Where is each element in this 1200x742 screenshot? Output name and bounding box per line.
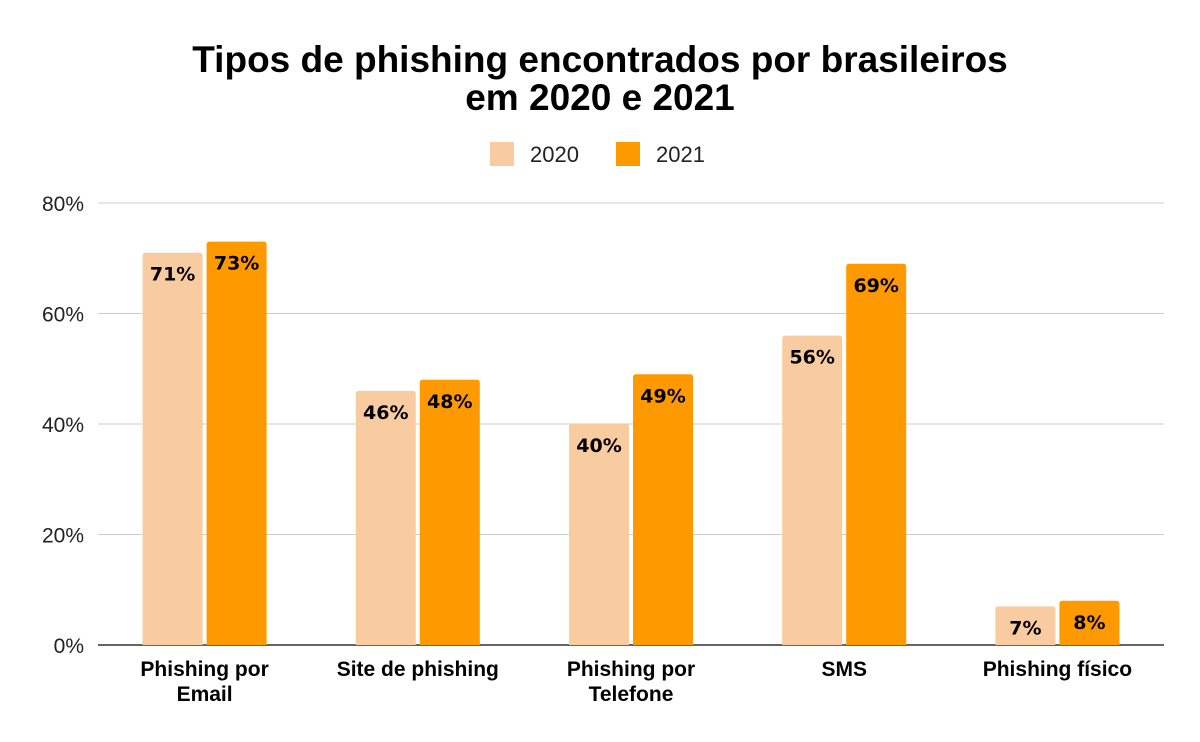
y-tick-label-60: 60%	[42, 304, 84, 327]
chart-title: Tipos de phishing encontrados por brasil…	[192, 39, 1008, 118]
gridlines	[98, 202, 1164, 646]
y-tick-label-20: 20%	[42, 525, 84, 548]
data-label-2021-3: 69%	[853, 275, 898, 297]
x-tick-label-3-line-1: SMS	[821, 658, 867, 681]
data-label-2020-1: 46%	[363, 402, 408, 424]
chart-title-line-1: Tipos de phishing encontrados por brasil…	[192, 39, 1008, 80]
y-axis: 0% 20% 40% 60% 80%	[42, 193, 84, 658]
bar-2020-2	[569, 424, 629, 645]
x-tick-label-2-line-2: Telefone	[589, 683, 674, 706]
legend-swatch-2021	[616, 142, 640, 166]
x-tick-label-4-line-1: Phishing físico	[983, 658, 1132, 681]
bar-2020-0	[142, 252, 203, 645]
legend-label-2020: 2020	[530, 142, 579, 167]
data-label-2020-2: 40%	[576, 435, 621, 457]
bar-2020-3	[782, 335, 843, 645]
data-label-2020-3: 56%	[789, 347, 834, 369]
bar-2020-1	[355, 390, 416, 645]
bar-2021-1	[419, 379, 480, 645]
x-tick-label-1-line-1: Site de phishing	[337, 658, 499, 681]
x-tick-label-0-line-2: Email	[177, 683, 233, 706]
legend-label-2021: 2021	[656, 142, 705, 167]
data-label-2020-4: 7%	[1009, 617, 1041, 639]
bars	[142, 241, 1120, 646]
data-labels: 71% 73% 46% 48% 40% 49% 56% 69% 7% 8%	[150, 253, 1106, 640]
bar-2021-2	[633, 374, 693, 645]
bar-2021-4	[1059, 600, 1120, 645]
data-label-2020-0: 71%	[150, 264, 195, 286]
y-tick-label-0: 0%	[54, 635, 84, 658]
data-label-2021-4: 8%	[1073, 612, 1105, 634]
data-label-2021-2: 49%	[640, 385, 685, 407]
y-tick-label-40: 40%	[42, 414, 84, 437]
data-label-2021-0: 73%	[214, 253, 259, 275]
data-label-2021-1: 48%	[427, 391, 472, 413]
y-tick-label-80: 80%	[42, 193, 84, 216]
chart-legend: 2020 2021	[490, 142, 705, 167]
bar-2021-3	[846, 263, 907, 645]
bar-2020-4	[995, 606, 1056, 645]
x-tick-label-2-line-1: Phishing por	[567, 658, 695, 681]
legend-swatch-2020	[490, 142, 514, 166]
chart-title-line-2: em 2020 e 2021	[465, 77, 735, 118]
x-tick-label-0-line-1: Phishing por	[140, 658, 268, 681]
bar-2021-0	[206, 241, 267, 646]
